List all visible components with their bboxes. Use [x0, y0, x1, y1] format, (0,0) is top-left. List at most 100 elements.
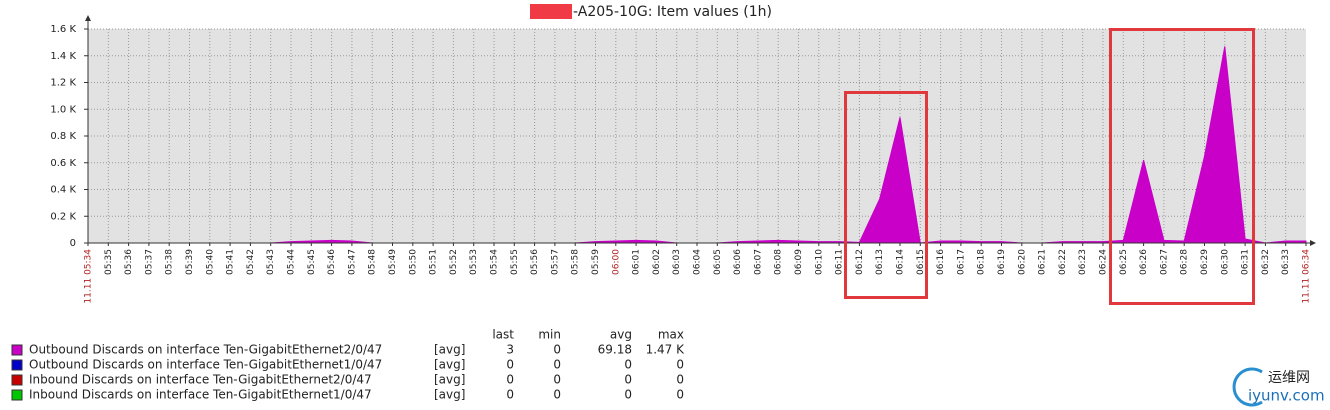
x-tick-label: 06:23 — [1078, 249, 1088, 275]
y-tick-label: 0 — [70, 238, 76, 249]
x-tick-label: 05:42 — [246, 249, 256, 275]
x-tick-label: 06:24 — [1099, 249, 1109, 275]
y-tick-label: 0.8 K — [50, 131, 76, 142]
legend-name: Inbound Discards on interface Ten-Gigabi… — [29, 373, 372, 387]
axis-arrow — [1310, 240, 1316, 246]
legend-stat: 0 — [506, 373, 514, 387]
legend-stat: 0 — [676, 373, 684, 387]
x-tick-label: 06:32 — [1261, 249, 1271, 275]
legend-stat: 0 — [553, 373, 561, 387]
x-tick-label: 05:46 — [327, 249, 337, 275]
watermark-brand: 运维网 — [1268, 370, 1310, 386]
legend-stat: 0 — [553, 343, 561, 357]
x-tick-label: 05:37 — [144, 249, 154, 275]
legend-stat: 0 — [676, 358, 684, 372]
legend-stat: 0 — [506, 388, 514, 402]
watermark: 运维网 iyunv.com — [1232, 367, 1325, 407]
legend-header: max — [658, 328, 684, 342]
legend-stat: 0 — [676, 388, 684, 402]
legend-stat: 0 — [624, 358, 632, 372]
x-tick-label: 06:04 — [693, 249, 703, 275]
x-tick-label: 06:11 — [835, 249, 845, 275]
x-tick-label: 05:53 — [469, 249, 479, 275]
x-tick-label: 06:13 — [875, 249, 885, 275]
legend-stat: 1.47 K — [646, 343, 686, 357]
legend-name: Outbound Discards on interface Ten-Gigab… — [29, 343, 382, 357]
highlight-box — [1109, 28, 1255, 305]
x-tick-label: 06:20 — [1017, 249, 1027, 275]
x-tick-label: 05:54 — [490, 249, 500, 275]
x-tick-label: 06:10 — [814, 249, 824, 275]
logo — [1232, 367, 1263, 407]
legend-stat: 0 — [506, 358, 514, 372]
x-tick-label: 06:14 — [896, 249, 906, 275]
x-tick-label: 06:26 — [1139, 249, 1149, 275]
legend-swatch — [11, 374, 23, 386]
x-tick-label: 06:17 — [956, 249, 966, 275]
y-tick-label: 0.2 K — [50, 211, 76, 222]
x-tick-label: 06:00 — [611, 249, 621, 275]
x-tick-label: 06:02 — [652, 249, 662, 275]
watermark-site: iyunv.com — [1248, 387, 1325, 405]
legend-stat: 0 — [553, 388, 561, 402]
x-tick-label: 06:06 — [733, 249, 743, 275]
x-tick-label: 05:51 — [429, 249, 439, 275]
x-tick-label: 06:15 — [916, 249, 926, 275]
x-tick-label: 05:59 — [591, 249, 601, 275]
legend-swatch — [11, 389, 23, 401]
redaction — [530, 4, 572, 19]
y-tick-label: 1.4 K — [50, 51, 76, 62]
axis-arrow — [85, 15, 91, 21]
x-tick-label: 06:07 — [753, 249, 763, 275]
y-tick-label: 1.6 K — [50, 24, 76, 35]
x-tick-label: 06:08 — [774, 249, 784, 275]
highlight-box — [844, 91, 928, 299]
x-tick-label: 06:05 — [713, 249, 723, 275]
x-tick-label: 06:03 — [672, 249, 682, 275]
x-tick-label: 05:40 — [205, 249, 215, 275]
legend-header: last — [492, 328, 514, 342]
x-tick-label: 05:50 — [408, 249, 418, 275]
y-tick-label: 0.4 K — [50, 185, 76, 196]
x-tick-label: 06:25 — [1119, 249, 1129, 275]
chart: 0 0.2 K 0.4 K 0.6 K 0.8 K 1.0 K 1.2 K 1.4 K 1.6 … — [11, 15, 1316, 402]
legend-function: [avg] — [434, 343, 465, 357]
x-tick-label: 05:49 — [388, 249, 398, 275]
x-tick-label: 05:45 — [307, 249, 317, 275]
legend-header: min — [538, 328, 561, 342]
x-tick-label: 06:31 — [1241, 249, 1251, 275]
legend-function: [avg] — [434, 388, 465, 402]
x-tick-label: 06:18 — [977, 249, 987, 275]
legend-function: [avg] — [434, 358, 465, 372]
x-tick-label: 05:48 — [368, 249, 378, 275]
y-tick-label: 1.2 K — [50, 78, 76, 89]
x-tick-label: 06:33 — [1281, 249, 1291, 275]
x-tick-label: 06:22 — [1058, 249, 1068, 275]
x-tick-label: 06:01 — [632, 249, 642, 275]
legend-stat: 0 — [624, 373, 632, 387]
x-tick-label: 05:57 — [550, 249, 560, 275]
x-tick-label: 05:36 — [124, 249, 134, 275]
legend-name: Outbound Discards on interface Ten-Gigab… — [29, 358, 382, 372]
x-tick-label: 11.11 05:34 — [84, 249, 94, 304]
legend-swatch — [11, 344, 23, 356]
x-tick-label: 06:16 — [936, 249, 946, 275]
legend-stat: 69.18 — [598, 343, 632, 357]
x-tick-label: 06:30 — [1220, 249, 1230, 275]
chart-title: -A205-10G: Item values (1h) — [573, 4, 772, 20]
x-tick-label: 06:27 — [1159, 249, 1169, 275]
x-tick-label: 06:28 — [1180, 249, 1190, 275]
legend-header: avg — [610, 328, 632, 342]
x-tick-label: 06:09 — [794, 249, 804, 275]
x-tick-label: 06:12 — [855, 249, 865, 275]
y-tick-label: 1.0 K — [50, 104, 76, 115]
legend-function: [avg] — [434, 373, 465, 387]
x-tick-label: 05:35 — [104, 249, 114, 275]
x-tick-label: 05:47 — [347, 249, 357, 275]
legend-stat: 0 — [553, 358, 561, 372]
legend-name: Inbound Discards on interface Ten-Gigabi… — [29, 388, 372, 402]
y-tick-label: 0.6 K — [50, 158, 76, 169]
x-tick-label: 06:19 — [997, 249, 1007, 275]
x-tick-label: 05:58 — [571, 249, 581, 275]
